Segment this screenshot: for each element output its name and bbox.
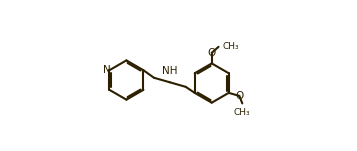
Text: NH: NH [162, 66, 177, 76]
Text: O: O [235, 91, 243, 101]
Text: O: O [207, 48, 216, 58]
Text: CH₃: CH₃ [222, 42, 239, 51]
Text: N: N [103, 65, 111, 75]
Text: CH₃: CH₃ [234, 108, 251, 117]
